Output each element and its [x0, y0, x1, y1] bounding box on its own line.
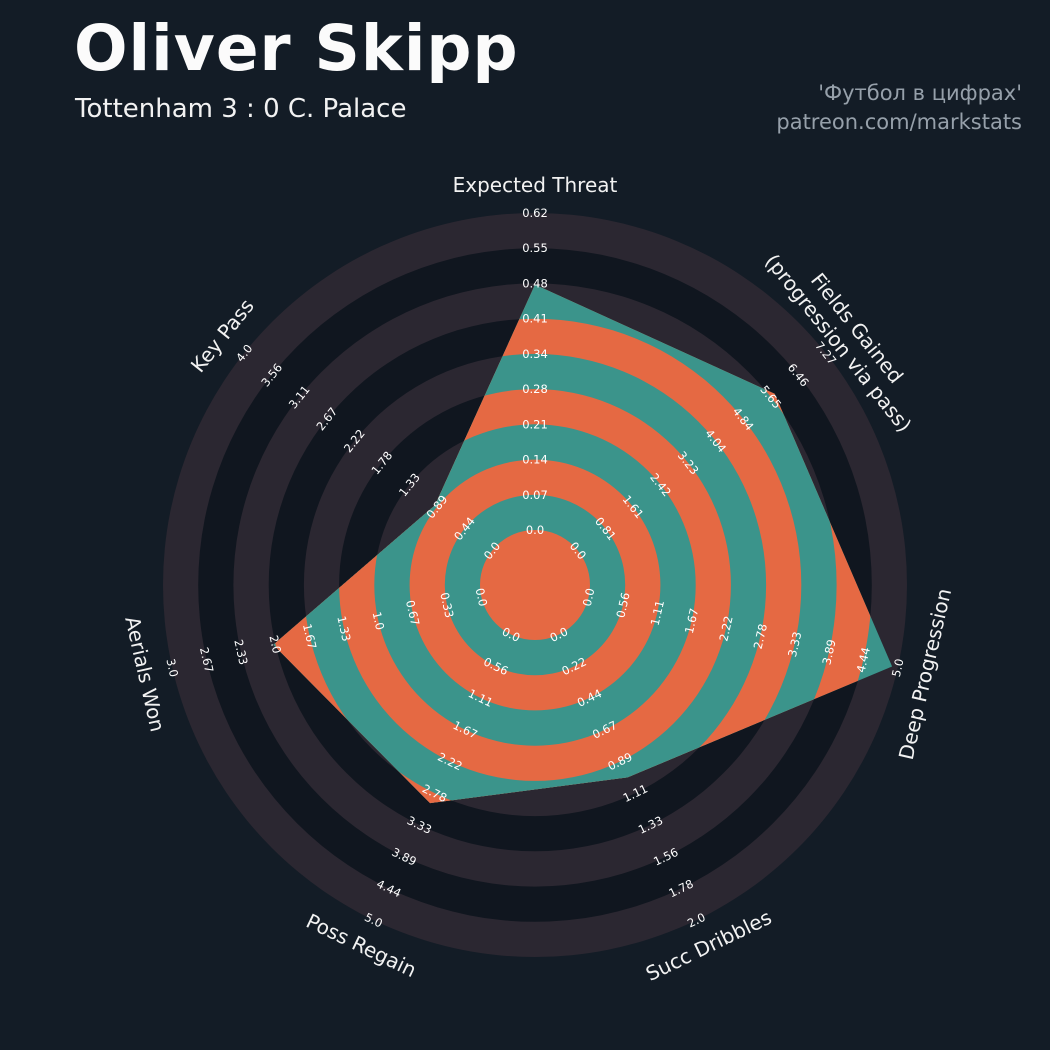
- match-subtitle: Tottenham 3 : 0 C. Palace: [75, 94, 407, 124]
- svg-text:1.67: 1.67: [682, 607, 701, 635]
- credit-patreon-line: patreon.com/markstats: [776, 109, 1022, 134]
- svg-text:0.55: 0.55: [522, 241, 548, 255]
- svg-text:2.22: 2.22: [716, 615, 735, 643]
- svg-text:0.21: 0.21: [522, 417, 548, 431]
- svg-text:3.0: 3.0: [163, 657, 181, 678]
- svg-text:0.0: 0.0: [473, 587, 491, 608]
- svg-text:2.33: 2.33: [231, 638, 250, 666]
- svg-text:0.28: 0.28: [522, 382, 548, 396]
- svg-text:2.78: 2.78: [751, 622, 770, 650]
- svg-text:5.0: 5.0: [889, 657, 907, 678]
- svg-text:0.48: 0.48: [522, 276, 548, 290]
- svg-text:4.44: 4.44: [854, 646, 873, 674]
- svg-text:1.67: 1.67: [300, 622, 319, 650]
- svg-text:1.0: 1.0: [370, 610, 388, 631]
- svg-text:3.89: 3.89: [819, 638, 838, 666]
- svg-text:0.34: 0.34: [522, 347, 548, 361]
- svg-text:1.11: 1.11: [648, 599, 667, 627]
- credits-block: 'Футбол в цифрах' patreon.com/markstats: [776, 79, 1022, 137]
- svg-text:3.33: 3.33: [785, 630, 804, 658]
- svg-text:2.67: 2.67: [197, 646, 216, 674]
- svg-text:0.33: 0.33: [437, 591, 456, 619]
- svg-text:2.0: 2.0: [266, 634, 284, 655]
- svg-text:1.33: 1.33: [334, 615, 353, 643]
- svg-text:Aerials Won: Aerials Won: [120, 614, 170, 734]
- svg-text:0.0: 0.0: [526, 523, 544, 537]
- svg-text:Expected Threat: Expected Threat: [453, 173, 618, 197]
- svg-text:0.56: 0.56: [613, 591, 632, 619]
- svg-text:0.07: 0.07: [522, 488, 548, 502]
- svg-text:0.14: 0.14: [522, 453, 548, 467]
- svg-text:0.41: 0.41: [522, 312, 548, 326]
- svg-text:0.0: 0.0: [580, 587, 598, 608]
- credit-brand-line: 'Футбол в цифрах': [818, 81, 1022, 105]
- player-name-title: Oliver Skipp: [74, 12, 519, 85]
- svg-text:0.67: 0.67: [403, 599, 422, 627]
- svg-text:0.62: 0.62: [522, 206, 548, 220]
